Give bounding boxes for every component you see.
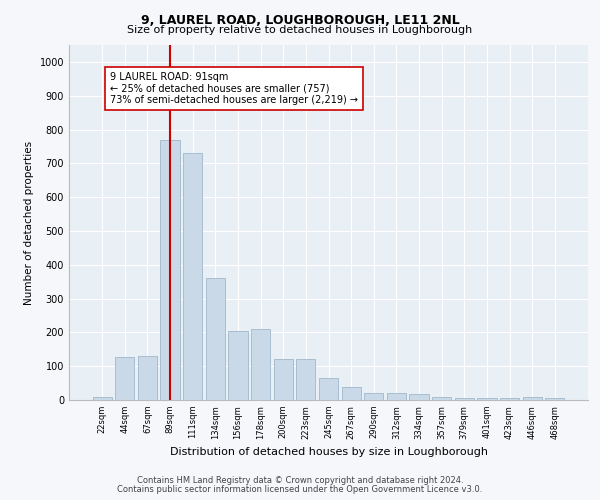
Text: Contains public sector information licensed under the Open Government Licence v3: Contains public sector information licen…	[118, 484, 482, 494]
Bar	[206, 278, 225, 400]
Bar	[387, 393, 406, 400]
Bar	[160, 140, 180, 400]
Bar	[296, 360, 316, 400]
Bar	[183, 153, 202, 400]
Bar	[138, 356, 157, 400]
Bar	[432, 396, 451, 400]
Bar	[523, 398, 542, 400]
Text: 9, LAUREL ROAD, LOUGHBOROUGH, LE11 2NL: 9, LAUREL ROAD, LOUGHBOROUGH, LE11 2NL	[140, 14, 460, 27]
Bar	[545, 398, 565, 400]
Bar	[274, 360, 293, 400]
Text: Contains HM Land Registry data © Crown copyright and database right 2024.: Contains HM Land Registry data © Crown c…	[137, 476, 463, 485]
Bar	[341, 387, 361, 400]
X-axis label: Distribution of detached houses by size in Loughborough: Distribution of detached houses by size …	[170, 447, 487, 457]
Bar	[455, 398, 474, 400]
Y-axis label: Number of detached properties: Number of detached properties	[24, 140, 34, 304]
Bar	[319, 378, 338, 400]
Text: 9 LAUREL ROAD: 91sqm
← 25% of detached houses are smaller (757)
73% of semi-deta: 9 LAUREL ROAD: 91sqm ← 25% of detached h…	[110, 72, 358, 105]
Bar	[500, 398, 519, 400]
Bar	[251, 329, 270, 400]
Bar	[92, 396, 112, 400]
Bar	[364, 393, 383, 400]
Bar	[229, 330, 248, 400]
Text: Size of property relative to detached houses in Loughborough: Size of property relative to detached ho…	[127, 25, 473, 35]
Bar	[115, 356, 134, 400]
Bar	[409, 394, 428, 400]
Bar	[477, 398, 497, 400]
